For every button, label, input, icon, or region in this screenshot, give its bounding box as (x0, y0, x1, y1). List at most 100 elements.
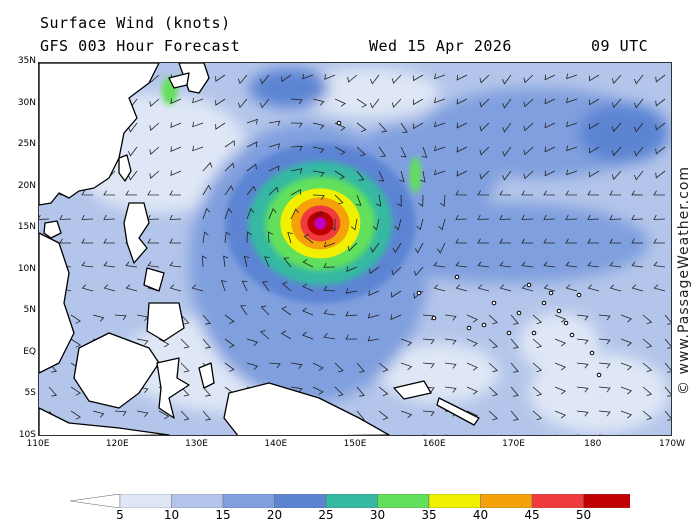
wind-barb (224, 162, 235, 172)
wind-barb (202, 184, 212, 196)
wind-barb (323, 262, 336, 268)
wind-barb (192, 121, 204, 128)
wind-barb (499, 284, 512, 292)
wind-barb (290, 189, 302, 196)
wind-barb (370, 98, 380, 109)
wind-barb (70, 338, 82, 348)
wind-barb (634, 98, 644, 109)
wind-barb (246, 141, 258, 148)
wind-barb (378, 146, 387, 157)
wind-barb (224, 338, 235, 348)
wind-barb (370, 74, 380, 85)
wind-barb (566, 73, 578, 80)
wind-barb (533, 434, 534, 435)
wind-barb (396, 194, 402, 207)
wind-barb (356, 146, 366, 157)
wind-barb (543, 214, 556, 220)
wind-barb (59, 214, 72, 220)
hainan (43, 220, 62, 239)
wind-barb (259, 98, 270, 109)
wind-barb (379, 434, 380, 435)
wind-barb (312, 386, 324, 395)
wind-barb (323, 333, 336, 340)
wind-barb (477, 238, 489, 244)
wind-barb (136, 410, 149, 418)
wind-barb (201, 255, 207, 268)
wind-barb (444, 338, 457, 345)
wind-barb (149, 98, 160, 107)
wind-barb (413, 98, 424, 106)
wind-barb (456, 146, 468, 153)
wind-barb (598, 386, 611, 393)
wind-barb (259, 74, 270, 85)
wind-barb (334, 146, 346, 156)
wind-barb (170, 122, 182, 129)
wind-barb (180, 362, 190, 373)
wind-barb (609, 261, 622, 268)
wind-barb (268, 208, 277, 220)
wind-barb (598, 362, 611, 369)
wind-barb (479, 98, 490, 108)
wind-barb (280, 330, 292, 340)
wind-barb (455, 238, 467, 244)
wind-barb (456, 74, 468, 81)
wind-barb (664, 338, 671, 349)
latitude-label: 15N (17, 222, 36, 233)
wind-barb (400, 122, 408, 133)
wind-barb (246, 231, 252, 244)
island (576, 292, 582, 298)
wind-barb (642, 314, 653, 325)
wind-barb (125, 190, 138, 196)
wind-barb (345, 334, 358, 340)
wind-barb (599, 434, 603, 435)
wind-barb (324, 74, 336, 80)
wind-barb (334, 386, 344, 397)
wind-barb (544, 146, 556, 153)
wind-map (38, 62, 672, 436)
wind-barb (544, 170, 556, 177)
wind-barb (335, 434, 336, 435)
wind-barb (291, 434, 294, 435)
map-title: Surface Wind (knots) (40, 14, 231, 32)
island (431, 315, 437, 321)
wind-barb (246, 362, 259, 370)
wind-barb (149, 170, 160, 179)
longitude-label: 110E (26, 439, 50, 449)
wind-barb (391, 74, 402, 84)
wind-barb (543, 284, 556, 292)
wind-barb (566, 97, 578, 104)
wind-barb (92, 410, 105, 418)
wind-barb (125, 284, 138, 292)
wind-barb (345, 311, 358, 317)
wind-barb (391, 98, 402, 108)
wind-barb (355, 194, 362, 206)
sumatra-java (39, 407, 170, 435)
wind-barb (466, 338, 478, 347)
wind-barb (565, 261, 578, 268)
indochina (39, 232, 75, 374)
colorbar-under-arrow (70, 494, 121, 508)
latitude-label: 25N (17, 139, 36, 150)
wind-barb (147, 238, 159, 244)
wind-barb (642, 338, 653, 349)
wind-barb (181, 434, 182, 435)
longitude-label: 130E (185, 439, 208, 449)
new-guinea (223, 382, 390, 435)
longitude-label: 120E (105, 439, 129, 449)
wind-barb (620, 314, 633, 323)
wind-barb (59, 238, 71, 244)
longitude-label: 140E (264, 439, 288, 449)
wind-barb (378, 170, 385, 182)
japan-south (168, 72, 190, 89)
wind-barb (323, 309, 336, 316)
wind-barb (455, 190, 468, 196)
colorbar-tick-label: 5 (116, 508, 124, 522)
wind-barb (655, 170, 666, 179)
wind-barb (655, 98, 666, 107)
colorbar-segment (583, 494, 630, 508)
island (416, 290, 422, 296)
wind-barb (418, 194, 424, 207)
wind-barb (456, 122, 468, 129)
wind-barb (345, 288, 358, 294)
wind-barb (237, 74, 248, 85)
